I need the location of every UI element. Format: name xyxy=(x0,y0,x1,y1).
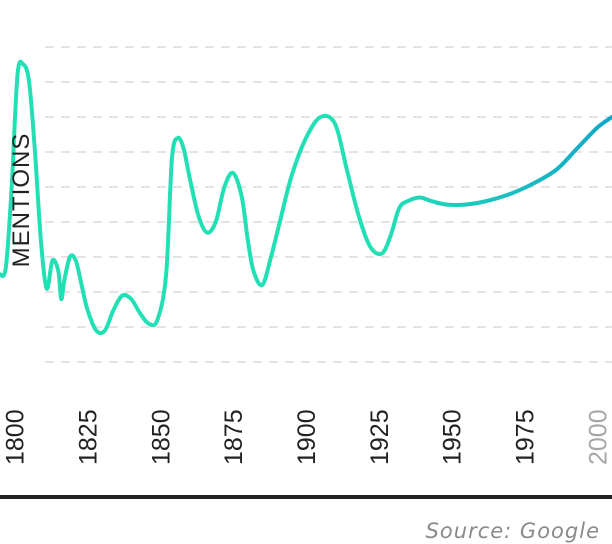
series-line xyxy=(0,59,612,336)
x-tick-label: 1975 xyxy=(512,409,540,465)
x-tick-labels: 1800 1825 1850 1875 1900 1925 1950 1975 2000 xyxy=(2,409,612,465)
y-axis-label: MENTIONS xyxy=(8,133,35,268)
x-tick-label: 1900 xyxy=(293,409,321,465)
x-tick-label: 1850 xyxy=(147,409,175,465)
source-note: Source: Google xyxy=(426,519,600,543)
x-tick-label: 1950 xyxy=(439,409,467,465)
x-tick-label: 1925 xyxy=(366,409,394,465)
x-tick-label: 1875 xyxy=(220,409,248,465)
grid-lines xyxy=(45,46,612,363)
series-line-group xyxy=(0,59,612,336)
x-tick-label: 1825 xyxy=(74,409,102,465)
x-tick-label: 1800 xyxy=(2,409,30,465)
x-tick-label: 2000 xyxy=(584,409,612,465)
